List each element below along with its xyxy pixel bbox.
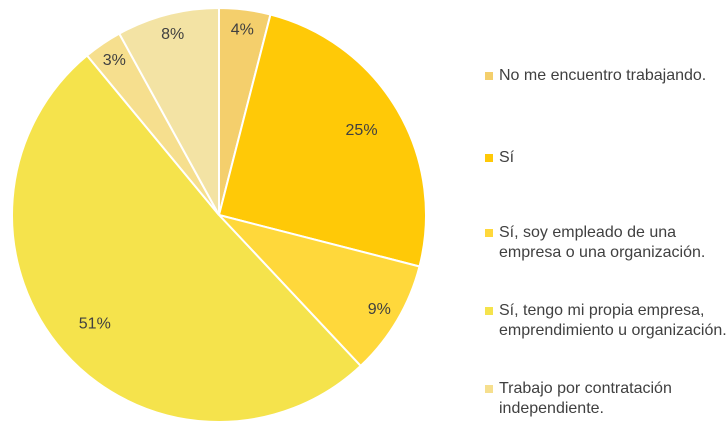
legend-entry: Sí, tengo mi propia empresa, emprendimie…: [485, 301, 728, 341]
slice-label: 4%: [231, 21, 254, 38]
pie: 4% 25% 9% 51% 3% 8%: [11, 6, 427, 423]
pie-slice: [117, 6, 220, 216]
legend-label: Sí, tengo mi propia empresa, emprendimie…: [499, 302, 727, 339]
slice-label: 8%: [161, 26, 184, 43]
legend-entry: Sí: [485, 148, 728, 168]
legend-marker: [485, 229, 493, 237]
pie-slice: [215, 213, 421, 368]
slice-label: 25%: [346, 122, 378, 139]
legend-label: Sí, soy empleado de una empresa o una or…: [499, 224, 706, 261]
slice-label: 3%: [103, 52, 126, 69]
legend-marker: [485, 307, 493, 315]
legend-marker: [485, 385, 493, 393]
legend-marker: [485, 72, 493, 80]
legend-entry: Trabajo por contratación independiente.: [485, 379, 728, 419]
slice-label: 9%: [368, 301, 391, 318]
legend-label: Sí: [499, 149, 515, 166]
legend-label: No me encuentro trabajando.: [499, 67, 707, 84]
legend-entry: No me encuentro trabajando.: [485, 66, 728, 86]
legend-marker: [485, 154, 493, 162]
pie-slice: [11, 54, 363, 423]
legend-label: Trabajo por contratación independiente.: [499, 380, 672, 417]
pie-slice: [217, 13, 427, 268]
slice-label: 51%: [79, 316, 111, 333]
legend-entry: Sí, soy empleado de una empresa o una or…: [485, 223, 728, 263]
